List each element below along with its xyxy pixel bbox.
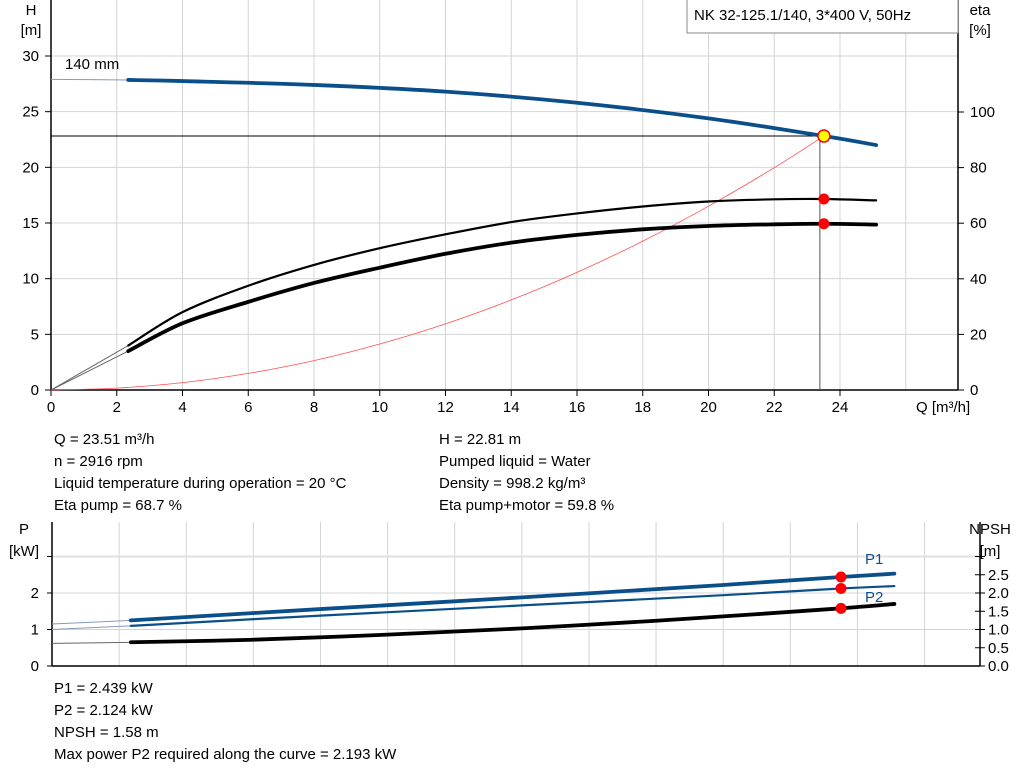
x-tick-label: 18 [634, 399, 651, 416]
y-tick-label-left: 5 [31, 326, 39, 343]
x-tick-label: 10 [371, 399, 388, 416]
y-tick-label-right: 2.5 [988, 567, 1009, 584]
x-tick-label: 20 [700, 399, 717, 416]
x-tick-label: 6 [244, 399, 252, 416]
info-speed: n = 2916 rpm [54, 453, 143, 470]
head-curve [126, 78, 879, 147]
duty-info-right: H = 22.81 m Pumped liquid = Water Densit… [439, 429, 614, 517]
y-tick-label-right: 100 [970, 104, 995, 121]
x-tick-label: 14 [503, 399, 520, 416]
eta-pump-motor-duty-marker [818, 218, 830, 230]
impeller-label: 140 mm [65, 56, 119, 73]
y-tick-label-right: 2.0 [988, 585, 1009, 602]
p2-curve-extension [51, 625, 131, 630]
eta-pump-duty-marker [818, 193, 830, 205]
p2-duty-marker [835, 582, 847, 594]
y-tick-label-left: 0 [31, 658, 39, 675]
x-tick-label: 16 [569, 399, 586, 416]
x-tick-label: 12 [437, 399, 454, 416]
y-tick-label-left: 0 [31, 382, 39, 399]
info-eta-pump: Eta pump = 68.7 % [54, 497, 182, 514]
y-tick-label-left: 20 [22, 159, 39, 176]
y-tick-label-right: 60 [970, 215, 987, 232]
pump-curve-chart: 0 2 4 6 8 10 12 14 16 18 20 22 240510152025300204060… [21, 0, 995, 416]
y-tick-label-right: 80 [970, 160, 987, 177]
eta-pump-motor-curve-extension [50, 350, 129, 391]
npsh-curve-extension [51, 641, 131, 644]
chart-title: NK 32-125.1/140, 3*400 V, 50Hz [694, 7, 911, 24]
x-axis-label: Q [m³/h] [916, 399, 970, 416]
y-tick-label-right: 0.0 [988, 658, 1009, 675]
legend-box [686, 0, 959, 34]
y-axis-unit-left: [m] [21, 22, 42, 39]
y-tick-label-right: 1.0 [988, 622, 1009, 639]
info-density: Density = 998.2 kg/m³ [439, 475, 586, 492]
x-tick-label: 4 [178, 399, 186, 416]
p1-series-label: P1 [865, 551, 883, 568]
y-tick-label-left: 30 [22, 48, 39, 65]
info-head: H = 22.81 m [439, 431, 522, 448]
p1-duty-marker [835, 571, 847, 583]
info-max-p2: Max power P2 required along the curve = … [54, 746, 397, 763]
info-eta-pump-motor: Eta pump+motor = 59.8 % [439, 497, 615, 514]
y-axis-unit-left: [kW] [9, 543, 39, 560]
y-tick-label-left: 1 [31, 622, 39, 639]
y-axis-label-right: NPSH [969, 521, 1011, 538]
y-axis-label-left: P [19, 521, 29, 538]
p2-curve [129, 584, 896, 627]
p1-curve-extension [51, 619, 131, 625]
eta-pump-curve [127, 197, 878, 347]
info-temperature: Liquid temperature during operation = 20… [54, 475, 347, 492]
head-curve-extension [50, 78, 129, 81]
x-tick-label: 2 [113, 399, 121, 416]
system-curve [50, 135, 825, 391]
y-tick-label-right: 0 [970, 382, 978, 399]
y-axis-label-left: H [26, 2, 37, 19]
npsh-curve [128, 602, 897, 645]
y-tick-label-left: 25 [22, 104, 39, 121]
x-tick-label: 24 [832, 399, 849, 416]
y-axis-unit-right: [m] [980, 543, 1001, 560]
x-tick-label: 8 [310, 399, 318, 416]
duty-info-left: Q = 23.51 m³/h n = 2916 rpm Liquid tempe… [54, 429, 346, 517]
x-tick-label: 22 [766, 399, 783, 416]
info-flow: Q = 23.51 m³/h [54, 431, 155, 448]
y-axis-unit-right: [%] [969, 22, 991, 39]
y-tick-label-left: 2 [31, 585, 39, 602]
y-axis-label-right: eta [970, 2, 992, 19]
y-tick-label-right: 40 [970, 271, 987, 288]
duty-point-marker [817, 129, 831, 143]
p1-curve [128, 571, 897, 623]
y-tick-label-right: 20 [970, 326, 987, 343]
info-p1: P1 = 2.439 kW [54, 680, 153, 697]
y-tick-label-right: 1.5 [988, 603, 1009, 620]
eta-pump-motor-curve [126, 221, 879, 353]
y-tick-label-left: 15 [22, 215, 39, 232]
info-liquid: Pumped liquid = Water [439, 453, 591, 470]
x-tick-label: 0 [47, 399, 55, 416]
info-p2: P2 = 2.124 kW [54, 702, 153, 719]
power-info: P1 = 2.439 kW P2 = 2.124 kW NPSH = 1.58 … [54, 678, 396, 766]
info-npsh: NPSH = 1.58 m [54, 724, 159, 741]
y-tick-label-left: 10 [22, 271, 39, 288]
npsh-duty-marker [835, 602, 847, 614]
y-tick-label-right: 0.5 [988, 640, 1009, 657]
p2-series-label: P2 [865, 589, 883, 606]
